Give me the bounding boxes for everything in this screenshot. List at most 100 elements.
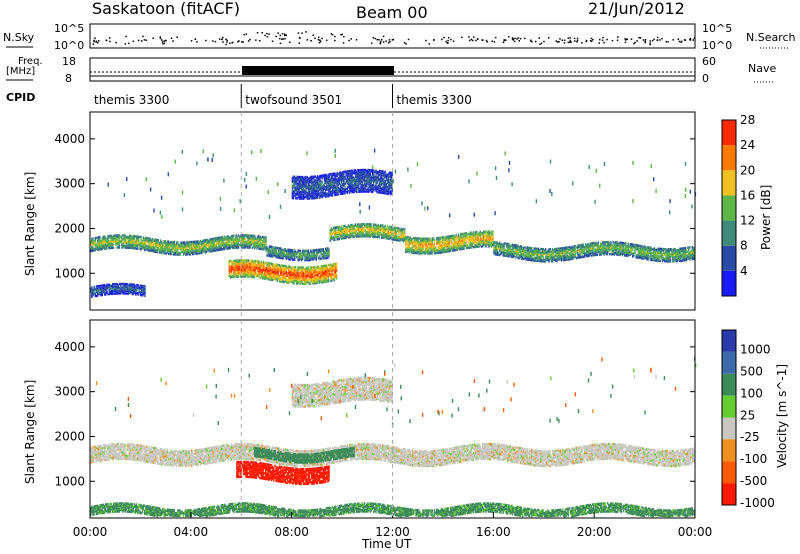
echo-cell bbox=[154, 239, 156, 243]
echo-cell bbox=[618, 248, 620, 251]
echo-cell bbox=[477, 233, 479, 236]
echo-cell bbox=[202, 244, 204, 248]
echo-cell bbox=[437, 238, 439, 241]
echo-cell bbox=[432, 244, 434, 247]
echo-cell bbox=[198, 249, 201, 252]
nsky-point bbox=[599, 38, 601, 41]
echo-cell bbox=[304, 256, 306, 259]
nsearch-tick-high: 10^5 bbox=[702, 22, 732, 35]
echo-cell bbox=[311, 253, 313, 256]
echo-cell bbox=[428, 252, 430, 255]
echo-cell bbox=[445, 235, 447, 239]
echo-cell bbox=[187, 245, 189, 248]
echo-cell bbox=[367, 223, 369, 226]
echo-cell bbox=[296, 253, 298, 256]
echo-cell bbox=[496, 252, 499, 255]
nsky-point bbox=[616, 39, 619, 42]
echo-cell bbox=[232, 245, 234, 248]
echo-cell bbox=[347, 236, 350, 239]
echo-cell bbox=[126, 246, 129, 249]
echo-cell bbox=[306, 278, 308, 281]
echo-cell bbox=[525, 258, 527, 261]
echo-cell bbox=[552, 253, 555, 256]
echo-cell bbox=[232, 244, 234, 247]
echo-cell bbox=[248, 235, 250, 239]
nsky-point bbox=[141, 40, 143, 42]
echo-cell bbox=[632, 248, 634, 252]
echo-cell bbox=[334, 237, 336, 240]
echo-cell bbox=[418, 237, 421, 240]
echo-cell bbox=[169, 242, 171, 245]
echo-cell bbox=[604, 247, 606, 251]
echo-cell bbox=[244, 259, 246, 262]
echo-cell bbox=[416, 239, 418, 243]
echo-cell bbox=[267, 250, 269, 253]
echo-cell bbox=[273, 248, 275, 252]
echo-cell bbox=[157, 247, 159, 250]
echo-cell bbox=[599, 249, 602, 252]
echo-cell bbox=[195, 244, 197, 247]
echo-cell bbox=[94, 241, 96, 244]
echo-cell bbox=[606, 244, 609, 248]
echo-cell bbox=[219, 244, 221, 247]
echo-cell bbox=[111, 242, 114, 245]
echo-cell bbox=[536, 251, 539, 254]
echo-cell bbox=[227, 237, 229, 241]
echo-cell bbox=[107, 243, 109, 246]
echo-cell bbox=[114, 237, 116, 240]
echo-cell bbox=[163, 239, 165, 243]
echo-cell bbox=[404, 233, 406, 236]
echo-cell bbox=[379, 230, 382, 234]
echo-cell bbox=[536, 253, 539, 256]
echo-cell bbox=[142, 237, 145, 240]
echo-cell bbox=[579, 253, 581, 256]
echo-cell bbox=[269, 245, 272, 248]
echo-cell bbox=[312, 258, 314, 262]
nsky-point bbox=[176, 36, 178, 38]
echo-cell bbox=[628, 249, 630, 252]
echo-cell bbox=[210, 247, 212, 250]
echo-cell bbox=[680, 247, 682, 250]
echo-cell bbox=[208, 243, 210, 247]
echo-cell bbox=[106, 241, 108, 245]
echo-cell bbox=[596, 250, 598, 254]
echo-cell bbox=[548, 249, 550, 252]
nsky-point bbox=[530, 39, 532, 41]
echo-cell bbox=[190, 242, 193, 245]
echo-cell bbox=[133, 235, 135, 238]
echo-cell bbox=[286, 272, 289, 275]
echo-cell bbox=[338, 228, 340, 231]
echo-cell bbox=[138, 235, 140, 238]
echo-cell bbox=[182, 253, 185, 256]
echo-cell bbox=[91, 240, 93, 243]
echo-cell bbox=[392, 235, 394, 238]
echo-cell bbox=[382, 236, 384, 239]
echo-cell bbox=[179, 246, 181, 250]
echo-cell bbox=[557, 250, 559, 253]
echo-cell bbox=[567, 256, 570, 260]
echo-cell bbox=[502, 244, 504, 248]
echo-cell bbox=[446, 239, 448, 242]
echo-cell bbox=[539, 251, 541, 255]
echo-cell bbox=[148, 245, 150, 248]
echo-cell bbox=[307, 266, 309, 269]
echo-cell bbox=[227, 235, 229, 238]
nsky-point bbox=[238, 40, 240, 42]
echo-cell bbox=[604, 246, 606, 249]
echo-cell bbox=[430, 249, 432, 252]
echo-cell bbox=[595, 249, 597, 253]
echo-cell bbox=[416, 238, 418, 241]
nsky-point bbox=[266, 35, 269, 38]
echo-cell bbox=[248, 239, 250, 243]
echo-cell bbox=[227, 240, 229, 243]
echo-cell bbox=[463, 244, 465, 247]
echo-cell bbox=[384, 230, 386, 233]
nsky-point bbox=[142, 35, 144, 38]
echo-cell bbox=[187, 251, 189, 255]
echo-cell bbox=[457, 236, 460, 239]
echo-cell bbox=[424, 240, 426, 243]
echo-cell bbox=[106, 244, 108, 247]
echo-cell bbox=[436, 242, 438, 245]
echo-cell bbox=[387, 236, 390, 239]
echo-cell bbox=[374, 230, 376, 233]
